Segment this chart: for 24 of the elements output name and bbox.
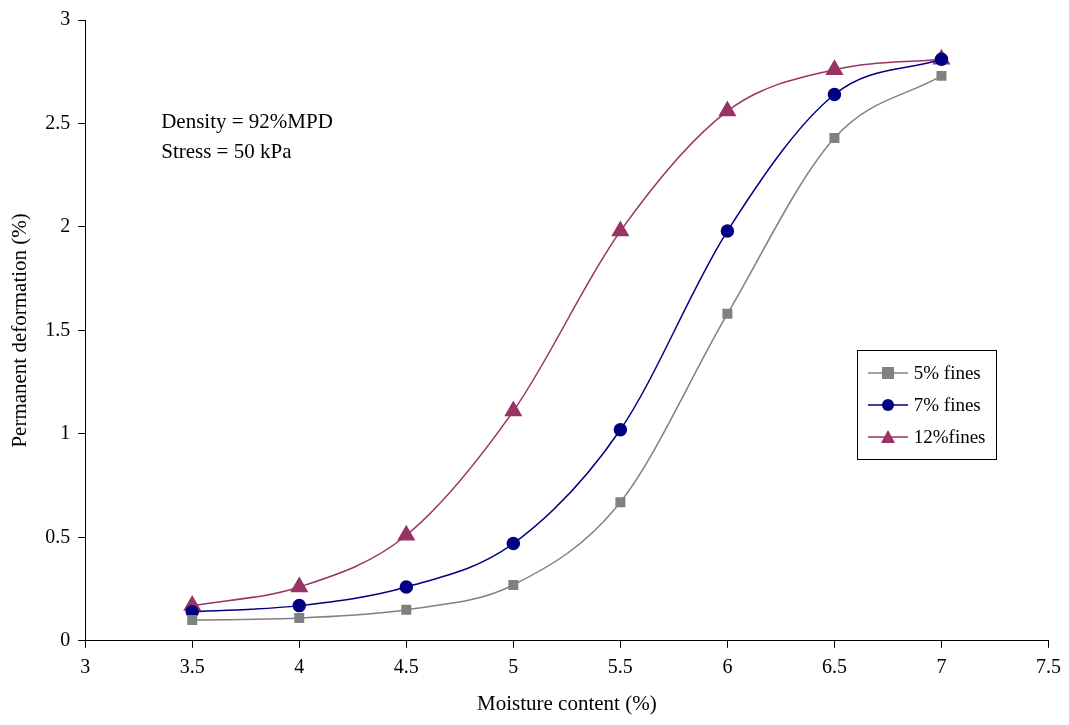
y-axis-title: Permanent deformation (%) bbox=[7, 213, 32, 448]
x-tick-label: 3 bbox=[80, 655, 91, 678]
legend-label: 7% fines bbox=[913, 394, 981, 417]
x-tick-label: 4 bbox=[294, 655, 305, 678]
x-tick-label: 3.5 bbox=[179, 655, 205, 678]
annotation: Stress = 50 kPa bbox=[161, 139, 293, 164]
legend-label: 12%fines bbox=[913, 426, 986, 449]
y-tick-label: 0 bbox=[60, 628, 71, 651]
x-axis-title: Moisture content (%) bbox=[477, 690, 657, 715]
x-tick-label: 4.5 bbox=[393, 655, 419, 678]
x-tick-label: 6.5 bbox=[821, 655, 847, 678]
y-tick-label: 2.5 bbox=[45, 110, 71, 133]
x-tick-label: 7 bbox=[936, 655, 947, 678]
y-tick-label: 1.5 bbox=[45, 317, 71, 340]
annotation: Density = 92%MPD bbox=[161, 109, 333, 134]
y-tick-label: 0.5 bbox=[45, 524, 71, 547]
x-tick-label: 7.5 bbox=[1036, 655, 1061, 678]
y-tick-label: 1 bbox=[60, 421, 71, 444]
y-tick-label: 3 bbox=[60, 7, 71, 30]
y-tick-label: 2 bbox=[60, 214, 71, 237]
x-tick-label: 6 bbox=[722, 655, 733, 678]
x-tick-label: 5 bbox=[508, 655, 519, 678]
x-tick-label: 5.5 bbox=[607, 655, 633, 678]
legend-label: 5% fines bbox=[913, 362, 981, 385]
